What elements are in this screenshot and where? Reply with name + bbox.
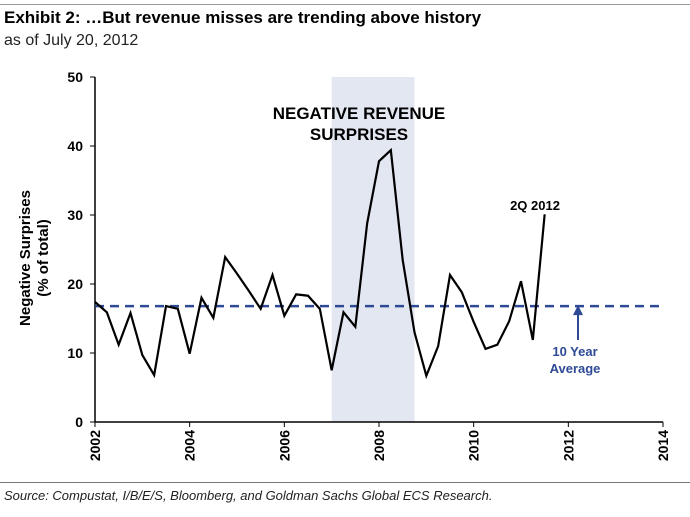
x-tick-label: 2010	[466, 430, 482, 461]
y-axis-label-line1: Negative Surprises	[17, 190, 34, 326]
y-tick-label: 40	[67, 138, 83, 154]
y-tick-label: 0	[75, 414, 83, 430]
y-tick-label: 10	[67, 345, 83, 361]
panel-title-line2: SURPRISES	[310, 125, 408, 144]
average-label-line1: 10 Year	[552, 344, 597, 359]
source-rule	[0, 482, 690, 483]
chart-title: Exhibit 2: …But revenue misses are trend…	[4, 8, 482, 27]
y-tick-label: 50	[67, 69, 83, 85]
series-line	[94, 147, 546, 380]
x-tick-label: 2006	[276, 430, 292, 461]
y-tick-label: 20	[67, 276, 83, 292]
average-arrow-icon	[573, 305, 583, 316]
y-tick-label: 30	[67, 207, 83, 223]
x-tick-label: 2004	[182, 430, 198, 461]
top-rule	[0, 4, 690, 5]
x-tick-label: 2002	[87, 430, 103, 461]
y-axis-label-line2: (% of total)	[35, 219, 52, 296]
panel-title-line1: NEGATIVE REVENUE	[273, 104, 446, 123]
source-note: Source: Compustat, I/B/E/S, Bloomberg, a…	[4, 488, 493, 503]
x-tick-label: 2008	[371, 430, 387, 461]
average-label-line2: Average	[550, 361, 601, 376]
annotation-2q2012: 2Q 2012	[510, 198, 560, 213]
x-tick-label: 2012	[560, 430, 576, 461]
x-tick-label: 2014	[655, 430, 671, 461]
chart-subtitle: as of July 20, 2012	[4, 32, 139, 49]
